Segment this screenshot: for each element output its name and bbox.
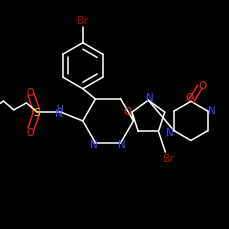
Text: N: N <box>90 139 98 149</box>
Text: O: O <box>198 80 206 90</box>
Text: O: O <box>123 106 131 117</box>
Text: Br: Br <box>76 16 89 26</box>
Text: N: N <box>117 139 125 149</box>
Text: S: S <box>33 107 40 117</box>
Text: Br: Br <box>162 153 174 163</box>
Text: O: O <box>185 93 193 103</box>
Text: N: N <box>207 106 215 115</box>
Text: H: H <box>56 104 63 113</box>
Text: O: O <box>26 87 34 97</box>
Text: N: N <box>55 108 63 118</box>
Text: O: O <box>26 127 34 137</box>
Text: N: N <box>145 92 153 102</box>
Text: N: N <box>165 127 173 137</box>
